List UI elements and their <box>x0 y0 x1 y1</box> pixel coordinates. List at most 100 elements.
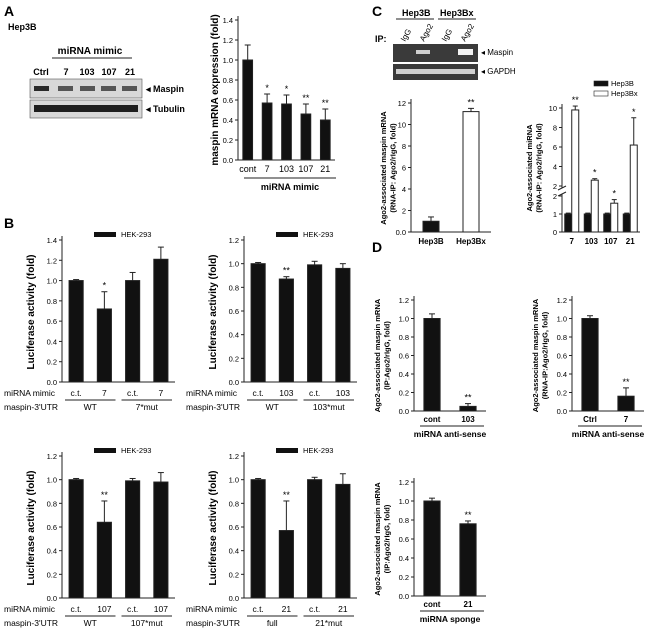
blot-c-gapdh-label: ◂ GAPDH <box>481 67 516 76</box>
significance-mark: ** <box>322 98 330 108</box>
legend-label: HEK-293 <box>303 230 333 239</box>
blot-a-maspin-band <box>80 86 95 91</box>
significance-mark: ** <box>101 490 109 500</box>
y-tick-label: 8 <box>553 124 557 133</box>
significance-mark: ** <box>622 377 630 387</box>
blot-c-maspin-band <box>416 50 430 54</box>
x-axis-title: miRNA anti-sense <box>414 429 487 439</box>
y-tick-label: 0.6 <box>229 523 239 532</box>
bar <box>423 500 441 597</box>
bar <box>278 530 294 599</box>
blot-c-maspin-band <box>458 49 473 55</box>
group-label: 107*mut <box>131 618 163 628</box>
blot-a-lane-1: Ctrl <box>33 67 49 77</box>
y-tick-label: 0.2 <box>223 136 233 145</box>
y-tick-label: 0.0 <box>396 228 406 237</box>
category-label: 21 <box>338 604 348 614</box>
y-tick-label: 1.2 <box>47 452 57 461</box>
blot-a-maspin-label: ◂ Maspin <box>145 84 184 94</box>
category-label: cont <box>424 600 441 609</box>
bar <box>250 479 266 599</box>
group-label: 21*mut <box>315 618 343 628</box>
blot-c-lane-2: Ago2 <box>418 22 435 43</box>
category-label: cont <box>239 164 257 174</box>
y-tick-label: 0.2 <box>557 389 567 398</box>
y-tick-label: 1.0 <box>399 497 409 506</box>
y-tick-label: 0.4 <box>399 370 409 379</box>
category-label: 7 <box>570 237 575 246</box>
category-label: 103 <box>336 388 350 398</box>
blot-c-maspin-strip <box>393 44 478 62</box>
group-label: WT <box>84 618 97 628</box>
y-axis-title: Luciferase activity (fold) <box>26 254 37 369</box>
blot-c-lane-3: IgG <box>440 27 454 43</box>
bar <box>281 103 292 161</box>
significance-mark: * <box>265 83 269 93</box>
y-axis-title: Luciferase activity (fold) <box>26 470 37 585</box>
y-axis-title: Ago2-associated maspin mRNA(IP:Ago2/rIgG… <box>373 298 392 412</box>
bar <box>307 264 323 383</box>
bar <box>459 405 477 412</box>
blot-c-group-2: Hep3Bx <box>440 8 474 18</box>
blot-c-ip-label: IP: <box>375 34 387 44</box>
panel-label-a: A <box>4 3 14 19</box>
category-label: 7 <box>265 164 270 174</box>
y-tick-label: 0.4 <box>229 547 239 556</box>
y-tick-label: 0.6 <box>47 523 57 532</box>
y-tick-label: 1.0 <box>399 315 409 324</box>
category-label: 7 <box>624 415 629 424</box>
blot-a-lane-5: 21 <box>125 67 135 77</box>
y-axis-title: Ago2-associated maspin mRNA(RNA-IP:Ago2/… <box>531 298 550 412</box>
blot-a-maspin-band <box>58 86 73 91</box>
bar <box>590 179 599 233</box>
bar <box>300 113 312 161</box>
bar <box>68 280 84 383</box>
category-label: 7 <box>159 388 164 398</box>
y-tick-label: 1.2 <box>399 296 409 305</box>
y-tick-label: 0.8 <box>229 283 239 292</box>
y-tick-label: 0.8 <box>47 499 57 508</box>
y-tick-label: 0.0 <box>229 594 239 603</box>
bar <box>610 202 619 233</box>
significance-mark: * <box>632 107 636 117</box>
y-tick-label: 1.4 <box>223 16 233 25</box>
blot-a-maspin-band <box>34 86 49 91</box>
y-tick-label: 2 <box>553 192 557 201</box>
bar <box>153 481 169 599</box>
y-axis-title: Luciferase activity (fold) <box>208 470 219 585</box>
legend-swatch <box>94 232 116 237</box>
y-tick-label: 2 <box>402 207 406 216</box>
bar <box>622 213 631 233</box>
y-tick-label: 8 <box>402 142 406 151</box>
y-tick-label: 0 <box>553 228 557 237</box>
y-tick-label: 0.8 <box>229 499 239 508</box>
category-label: 107 <box>154 604 168 614</box>
blot-a-cell-label: Hep3B <box>8 22 37 32</box>
category-label: 107 <box>604 237 618 246</box>
y-tick-label: 0.8 <box>399 333 409 342</box>
category-label: 103 <box>279 388 293 398</box>
y-tick-label: 0.8 <box>47 297 57 306</box>
category-label: c.t. <box>252 604 263 614</box>
legend-swatch <box>94 448 116 453</box>
y-tick-label: 12 <box>398 99 406 108</box>
panel-label-b: B <box>4 215 14 231</box>
category-label: 107 <box>97 604 111 614</box>
legend-label: Hep3Bx <box>611 89 638 98</box>
category-label: 103 <box>279 164 294 174</box>
row-label-mimic: miRNA mimic <box>4 388 56 398</box>
y-tick-label: 0.0 <box>557 407 567 416</box>
y-tick-label: 1.2 <box>229 236 239 245</box>
category-label: 21 <box>626 237 635 246</box>
y-tick-label: 4 <box>402 185 406 194</box>
y-tick-label: 1.2 <box>47 256 57 265</box>
y-tick-label: 0.0 <box>47 594 57 603</box>
legend-label: Hep3B <box>611 79 634 88</box>
y-axis-title: Ago2-associated miRNA(RNA-IP: Ago2/rIgG,… <box>525 123 544 213</box>
row-label-utr: maspin-3'UTR <box>186 618 240 628</box>
x-axis-title: miRNA sponge <box>420 614 481 624</box>
y-tick-label: 1.2 <box>229 452 239 461</box>
row-label-mimic: miRNA mimic <box>186 604 238 614</box>
significance-mark: * <box>612 189 616 199</box>
legend-swatch <box>593 90 609 97</box>
